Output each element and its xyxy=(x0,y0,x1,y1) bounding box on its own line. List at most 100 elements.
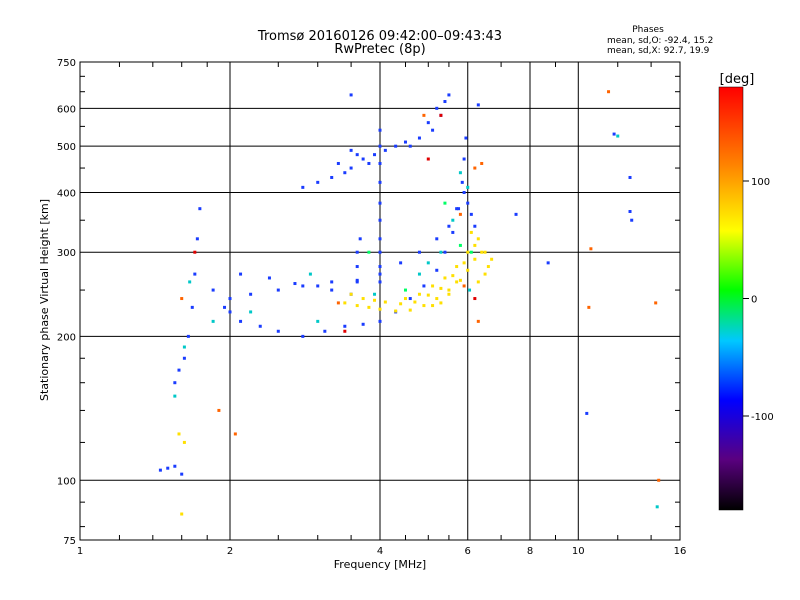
data-point xyxy=(473,224,477,228)
data-point xyxy=(186,334,190,338)
data-point xyxy=(233,432,237,436)
data-point xyxy=(301,334,305,338)
data-point xyxy=(630,218,634,222)
data-point xyxy=(466,185,470,189)
data-point xyxy=(460,180,464,184)
data-point xyxy=(408,297,412,301)
data-point xyxy=(177,432,181,436)
data-point xyxy=(426,293,430,297)
data-point xyxy=(193,250,197,254)
data-point xyxy=(628,175,632,179)
data-point xyxy=(378,180,382,184)
data-point xyxy=(469,212,473,216)
colorbar-ticks: 100 0 -100 xyxy=(743,177,774,423)
data-point xyxy=(431,304,435,308)
data-point xyxy=(439,250,443,254)
data-point xyxy=(323,329,327,333)
data-point xyxy=(435,237,439,241)
data-point xyxy=(612,132,616,136)
data-point xyxy=(476,280,480,284)
data-point xyxy=(435,297,439,301)
data-point xyxy=(378,319,382,323)
data-point xyxy=(316,284,320,288)
data-points xyxy=(158,90,661,516)
data-point xyxy=(367,305,371,309)
data-point xyxy=(355,304,359,308)
data-point xyxy=(616,134,620,138)
data-point xyxy=(628,210,632,214)
data-point xyxy=(426,261,430,265)
data-point xyxy=(462,157,466,161)
data-point xyxy=(394,309,398,313)
data-point xyxy=(228,310,232,314)
data-point xyxy=(457,207,461,211)
data-point xyxy=(180,512,184,516)
data-point xyxy=(486,265,490,269)
data-point xyxy=(466,268,470,272)
data-point xyxy=(657,478,661,482)
data-point xyxy=(408,144,412,148)
data-point xyxy=(182,440,186,444)
chart-title: Tromsø 20160126 09:42:00–09:43:43 xyxy=(257,29,502,44)
axis-ticks: 1 2 4 6 8 10 16 75 100 200 300 400 500 600 750 xyxy=(57,58,686,557)
data-point xyxy=(383,300,387,304)
data-point xyxy=(451,218,455,222)
data-point xyxy=(373,292,377,296)
data-point xyxy=(355,278,359,282)
data-point xyxy=(349,93,353,97)
data-point xyxy=(466,250,470,254)
data-point xyxy=(301,284,305,288)
data-point xyxy=(361,297,365,301)
data-point xyxy=(468,288,472,292)
data-point xyxy=(378,144,382,148)
data-point xyxy=(417,272,421,276)
x-tick-label: 6 xyxy=(465,546,471,557)
data-point xyxy=(422,113,426,117)
y-tick-label: 75 xyxy=(63,536,76,547)
data-point xyxy=(166,466,170,470)
data-point xyxy=(417,136,421,140)
data-point xyxy=(462,284,466,288)
data-point xyxy=(355,265,359,269)
y-tick-label: 500 xyxy=(57,142,76,153)
data-point xyxy=(403,140,407,144)
data-point xyxy=(239,272,243,276)
data-point xyxy=(367,161,371,165)
phases-info-o: mean, sd,O: -92.4, 15.2 xyxy=(607,36,713,46)
data-point xyxy=(378,128,382,132)
data-point xyxy=(655,505,659,509)
data-point xyxy=(435,106,439,110)
data-point xyxy=(239,319,243,323)
data-point xyxy=(336,161,340,165)
data-point xyxy=(431,284,435,288)
data-point xyxy=(336,301,340,305)
data-point xyxy=(466,201,470,205)
y-tick-label: 200 xyxy=(57,332,76,343)
data-point xyxy=(473,257,477,261)
data-point xyxy=(469,250,473,254)
x-axis-label: Frequency [MHz] xyxy=(334,558,426,571)
data-point xyxy=(458,243,462,247)
data-point xyxy=(455,265,459,269)
data-point xyxy=(198,207,202,211)
data-point xyxy=(211,319,215,323)
data-point xyxy=(473,166,477,170)
data-point xyxy=(490,257,494,261)
data-point xyxy=(476,319,480,323)
data-point xyxy=(355,280,359,284)
data-point xyxy=(378,201,382,205)
data-point xyxy=(458,171,462,175)
data-point xyxy=(358,237,362,241)
data-point xyxy=(473,243,477,247)
data-point xyxy=(182,345,186,349)
data-point xyxy=(343,171,347,175)
data-point xyxy=(443,276,447,280)
data-point xyxy=(383,148,387,152)
data-point xyxy=(177,368,181,372)
data-point xyxy=(378,250,382,254)
x-tick-label: 16 xyxy=(674,546,687,557)
data-point xyxy=(447,292,451,296)
data-point xyxy=(378,307,382,311)
data-point xyxy=(361,157,365,161)
